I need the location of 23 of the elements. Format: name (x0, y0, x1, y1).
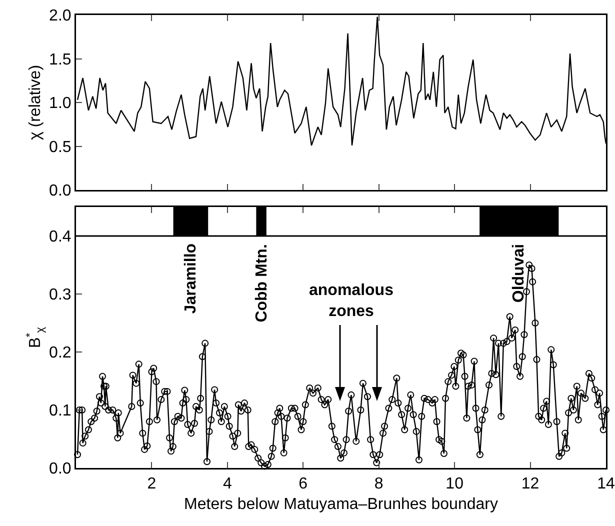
y-tick-label: 0.5 (49, 138, 72, 156)
x-tick-label: 12 (521, 476, 540, 493)
x-tick-label: 10 (446, 476, 464, 493)
y-tick-label: 1.0 (49, 95, 72, 112)
x-tick-label: 6 (298, 476, 308, 493)
y-tick-label: 0.0 (49, 182, 72, 200)
y-tick-label: 0.2 (49, 344, 72, 362)
x-tick-label: 14 (597, 476, 615, 493)
y-tick-label: 0.0 (49, 460, 72, 478)
band-label: Olduvai (510, 244, 528, 303)
y-tick-label: 0.4 (49, 228, 72, 246)
x-axis-title: Meters below Matuyama–Brunhes boundary (184, 496, 498, 514)
x-tick-label: 8 (374, 476, 384, 493)
y-tick-label: 1.5 (49, 51, 72, 68)
band-label: Jaramillo (182, 243, 200, 314)
annotation: anomalous zones (309, 282, 394, 320)
x-tick-label: 2 (147, 476, 156, 493)
band-label: Cobb Mtn. (253, 244, 270, 322)
y-axis-title: χ (relative) (27, 64, 44, 140)
y-tick-label: 0.3 (49, 286, 72, 304)
y-tick-label: 0.1 (49, 402, 72, 420)
y-tick-label: 2.0 (49, 8, 72, 25)
x-tick-label: 4 (222, 476, 232, 493)
